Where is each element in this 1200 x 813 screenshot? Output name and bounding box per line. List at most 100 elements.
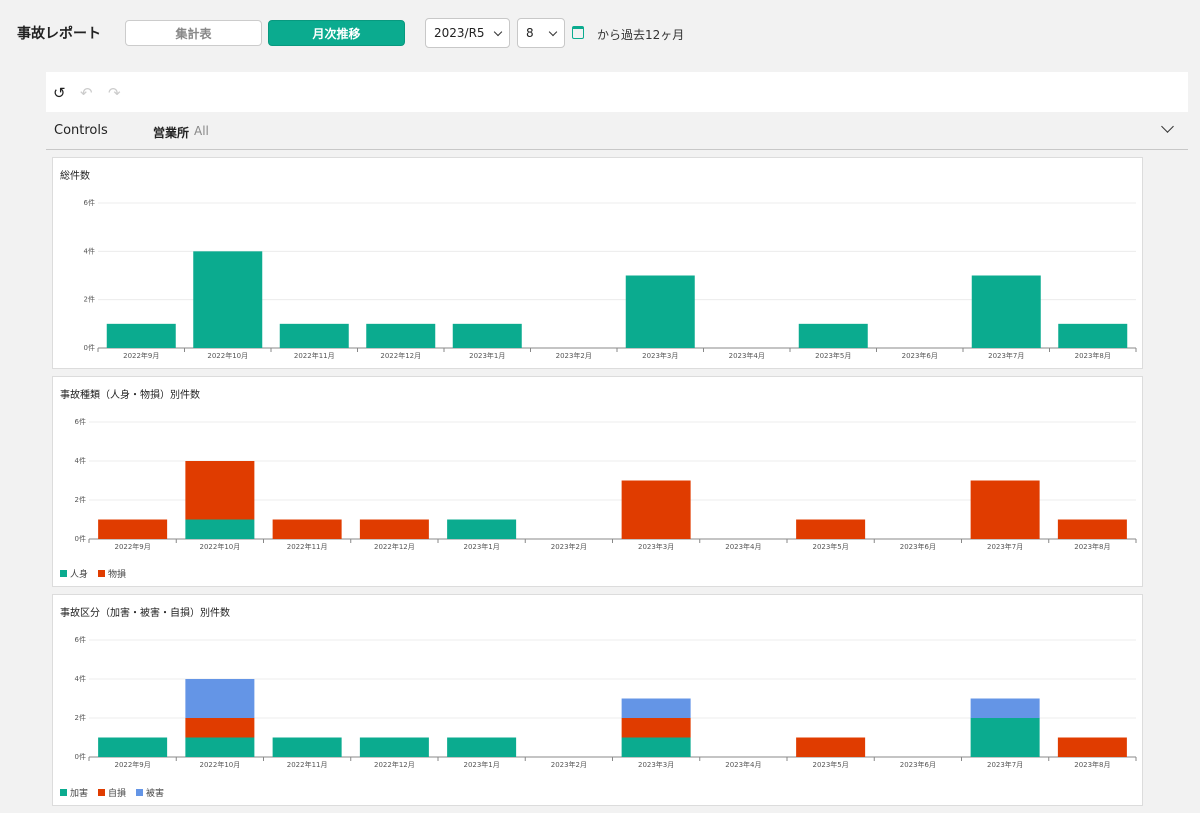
legend-item: 被害 (136, 786, 164, 799)
bar (366, 323, 436, 348)
office-filter-value[interactable]: All (194, 124, 209, 138)
toolbar: ↺ ↶ ↷ (46, 72, 1188, 112)
undo-icon[interactable]: ↶ (80, 84, 93, 102)
x-tick-label: 2023年8月 (1074, 542, 1110, 551)
y-tick-label: 2件 (84, 295, 95, 304)
x-tick-label: 2023年8月 (1075, 351, 1111, 360)
month-select[interactable]: 8 (517, 18, 565, 48)
bar (185, 461, 255, 520)
controls-label: Controls (54, 123, 108, 138)
y-tick-label: 2件 (75, 713, 86, 722)
x-tick-label: 2023年1月 (463, 760, 499, 769)
x-tick-label: 2022年11月 (294, 351, 335, 360)
chart-title: 事故種類（人身・物損）別件数 (60, 390, 200, 401)
redo-icon[interactable]: ↷ (108, 84, 121, 102)
x-tick-label: 2022年12月 (374, 760, 415, 769)
year-select[interactable]: 2023/R5 (425, 18, 510, 48)
x-tick-label: 2023年7月 (988, 351, 1024, 360)
x-tick-label: 2022年9月 (114, 760, 150, 769)
chart-card-total: 総件数 0件 2件 4件 6件 2022年9月 2022年10月 2022年11月 2022年… (52, 157, 1143, 369)
bar (796, 737, 866, 757)
legend-label: 被害 (146, 789, 165, 799)
x-tick-label: 2023年2月 (551, 542, 587, 551)
bar (970, 718, 1040, 757)
y-tick-label: 4件 (75, 674, 86, 683)
x-tick-label: 2023年4月 (729, 351, 765, 360)
legend-label: 自損 (108, 789, 127, 799)
chevron-down-icon (493, 27, 503, 37)
x-tick-label: 2022年11月 (287, 542, 328, 551)
bar (185, 718, 255, 738)
x-tick-label: 2023年6月 (902, 351, 938, 360)
bar (359, 519, 429, 539)
x-tick-label: 2023年7月 (987, 760, 1023, 769)
chart-legend: 人身 物損 (60, 567, 126, 580)
bar (798, 323, 868, 348)
bar (185, 519, 255, 539)
y-tick-label: 6件 (84, 198, 95, 207)
bar (1057, 519, 1127, 539)
y-tick-label: 2件 (75, 495, 86, 504)
x-tick-label: 2023年2月 (551, 760, 587, 769)
office-filter-label[interactable]: 営業所 (153, 126, 190, 140)
x-tick-label: 2022年12月 (380, 351, 421, 360)
legend-label: 人身 (70, 570, 89, 580)
x-tick-label: 2022年11月 (287, 760, 328, 769)
monthly-trend-button[interactable]: 月次推移 (268, 20, 405, 46)
bar (625, 275, 695, 348)
x-tick-label: 2022年9月 (123, 351, 159, 360)
bar (279, 323, 349, 348)
legend-swatch (98, 570, 106, 577)
chart-type: 0件 2件 4件 6件 2022年9月 2022年10月 2022年11月 2022年12月 2… (75, 417, 1137, 551)
bar (272, 519, 342, 539)
bar (106, 323, 176, 348)
y-tick-label: 6件 (75, 417, 86, 426)
legend-swatch (60, 570, 67, 577)
x-tick-label: 2023年1月 (469, 351, 505, 360)
top-bar: 事故レポート 集計表 月次推移 2023/R5 8 から過去12ヶ月 (0, 0, 1200, 66)
chevron-down-icon[interactable] (1161, 120, 1174, 133)
bar (447, 519, 517, 539)
chart-category: 0件 2件 4件 6件 2022年9月 2022年10月 2022年11月 2022年12月 2… (75, 635, 1137, 769)
x-tick-label: 2023年6月 (900, 760, 936, 769)
bar (193, 251, 263, 348)
x-tick-label: 2023年7月 (987, 542, 1023, 551)
x-tick-label: 2022年9月 (114, 542, 150, 551)
x-tick-label: 2023年6月 (900, 542, 936, 551)
year-select-value: 2023/R5 (434, 26, 485, 40)
summary-table-button[interactable]: 集計表 (125, 20, 262, 46)
chart-legend: 加害 自損 被害 (60, 786, 164, 799)
y-tick-label: 6件 (75, 635, 86, 644)
x-tick-label: 2023年5月 (815, 351, 851, 360)
legend-swatch (136, 789, 144, 796)
reset-icon[interactable]: ↺ (53, 84, 66, 102)
chart-total: 0件 2件 4件 6件 2022年9月 2022年10月 2022年11月 2022年12月 2… (84, 198, 1137, 360)
chart-title: 事故区分（加害・被害・自損）別件数 (60, 608, 230, 619)
x-tick-label: 2023年3月 (638, 542, 674, 551)
x-tick-label: 2022年12月 (374, 542, 415, 551)
bar (185, 737, 255, 757)
range-text: から過去12ヶ月 (597, 28, 685, 42)
x-tick-label: 2023年4月 (725, 542, 761, 551)
chart-card-type: 事故種類（人身・物損）別件数 0件 2件 4件 6件 2022年9月 2022年10月 20… (52, 376, 1143, 587)
bar (621, 718, 691, 738)
x-tick-label: 2023年3月 (638, 760, 674, 769)
x-tick-label: 2022年10月 (207, 351, 248, 360)
chart-card-category: 事故区分（加害・被害・自損）別件数 0件 2件 4件 6件 2022年9月 2022年10… (52, 594, 1143, 806)
calendar-icon[interactable] (572, 26, 584, 39)
bar (452, 323, 522, 348)
bar (272, 737, 342, 757)
legend-swatch (98, 789, 106, 796)
bar (98, 519, 168, 539)
x-tick-label: 2022年10月 (200, 542, 241, 551)
x-tick-label: 2023年2月 (556, 351, 592, 360)
bar (621, 698, 691, 718)
x-tick-label: 2023年5月 (812, 760, 848, 769)
x-tick-label: 2023年5月 (812, 542, 848, 551)
x-tick-label: 2022年10月 (200, 760, 241, 769)
x-tick-label: 2023年4月 (725, 760, 761, 769)
legend-item: 加害 (60, 786, 88, 799)
chart-title: 総件数 (60, 171, 90, 182)
bar (621, 480, 691, 539)
y-tick-label: 0件 (75, 534, 86, 543)
